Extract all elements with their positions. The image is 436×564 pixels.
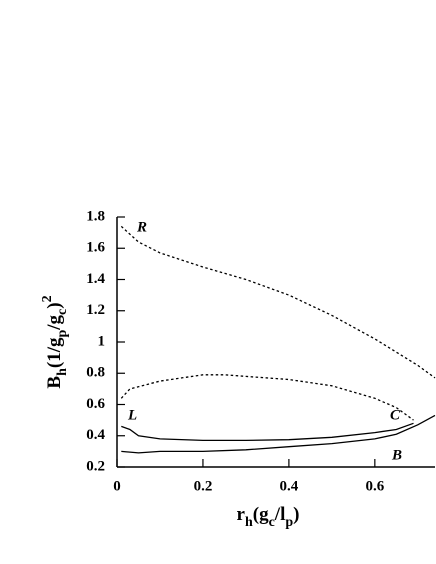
line bbox=[120, 225, 436, 379]
y-tick-label: 1 bbox=[98, 333, 106, 349]
line bbox=[121, 422, 414, 442]
x-label-part: r bbox=[237, 504, 246, 525]
x-label-part: ) bbox=[293, 504, 299, 525]
y-tick-label: 0.2 bbox=[86, 458, 105, 474]
y-tick-label: 0.4 bbox=[86, 427, 105, 443]
y-label-part: (1/g bbox=[44, 337, 65, 368]
y-label-part: 2 bbox=[40, 295, 55, 302]
x-tick-label: 0.4 bbox=[280, 478, 299, 494]
x-tick-label: 0.2 bbox=[194, 478, 213, 494]
y-tick-label: 0.6 bbox=[86, 396, 105, 412]
x-label-part: p bbox=[285, 515, 293, 530]
annotation: C bbox=[390, 407, 401, 423]
y-label-part: /g bbox=[44, 314, 65, 330]
annotation: B bbox=[391, 447, 402, 463]
x-label-part: /l bbox=[274, 504, 286, 525]
line bbox=[120, 374, 414, 421]
line bbox=[121, 414, 436, 454]
y-label-part: ) bbox=[44, 302, 65, 308]
y-tick-label: 1.2 bbox=[86, 302, 105, 318]
annotation: L bbox=[127, 407, 137, 423]
y-label-part: B bbox=[44, 376, 65, 389]
y-axis-label: Bh(1/gp/gc)2 bbox=[40, 295, 70, 388]
y-label-part: p bbox=[55, 330, 70, 338]
y-tick-label: 1.4 bbox=[86, 271, 105, 287]
y-label-part: c bbox=[55, 309, 70, 315]
y-tick-label: 0.8 bbox=[86, 365, 105, 381]
y-tick-label: 1.8 bbox=[86, 208, 105, 224]
x-tick-label: 0 bbox=[113, 478, 121, 494]
y-tick-label: 1.6 bbox=[86, 240, 105, 256]
annotation: R bbox=[136, 219, 147, 235]
y-label-part: h bbox=[55, 368, 70, 376]
x-axis-label: rh(gc/lp) bbox=[237, 504, 300, 530]
x-label-part: c bbox=[269, 515, 275, 530]
x-label-part: (g bbox=[253, 504, 269, 525]
x-label-part: h bbox=[245, 515, 253, 530]
x-tick-label: 0.6 bbox=[365, 478, 384, 494]
